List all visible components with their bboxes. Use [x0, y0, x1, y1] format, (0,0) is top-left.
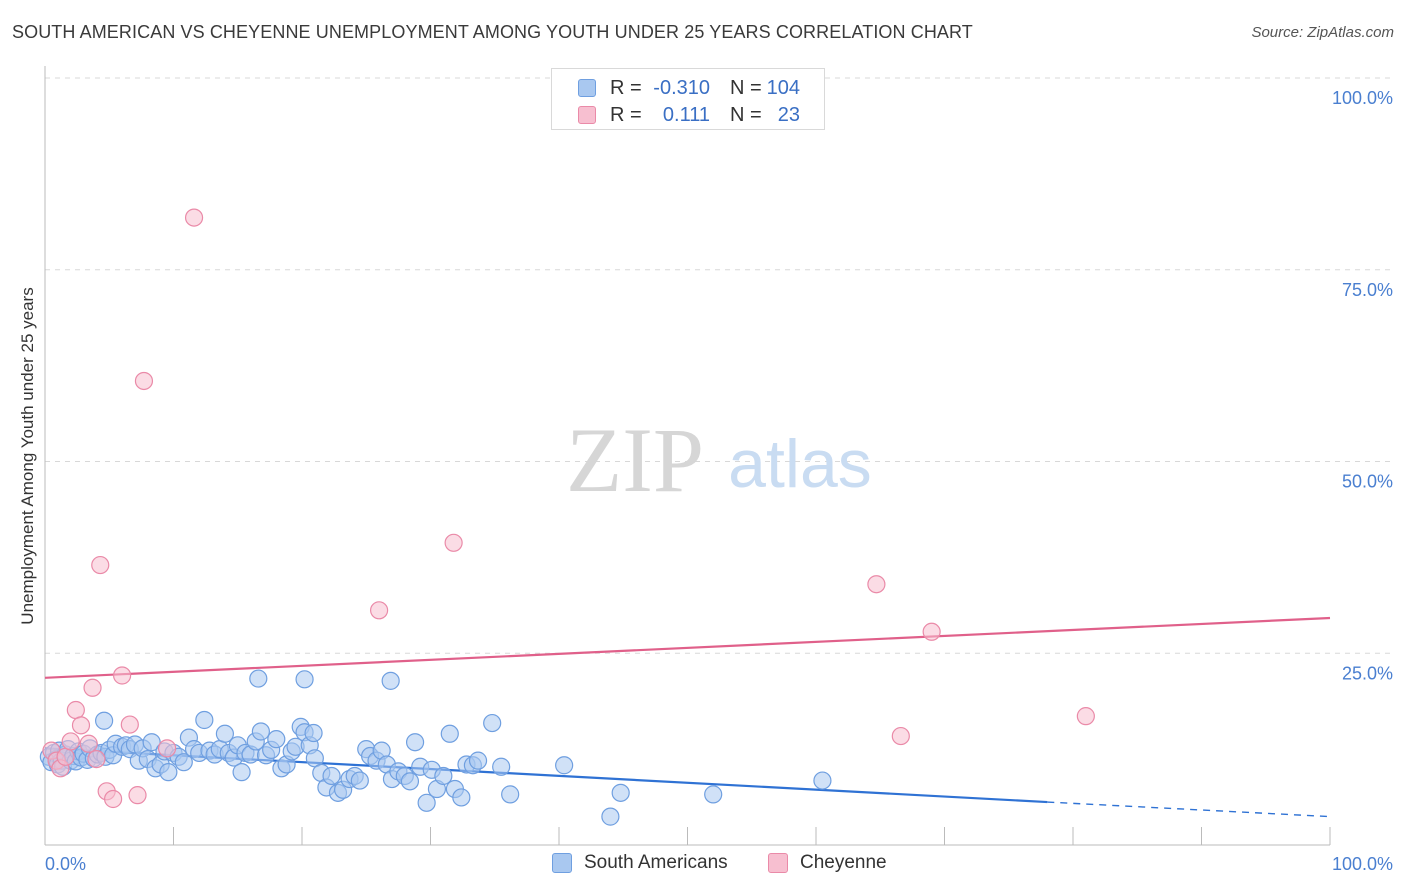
south-american-trend-extension: [1047, 801, 1331, 818]
south-american-point: [468, 751, 488, 770]
grid-lines: [45, 77, 1393, 654]
trend-lines: [44, 616, 1331, 818]
south-american-point: [601, 807, 620, 826]
south-american-point: [555, 756, 574, 775]
cheyenne-point: [79, 734, 98, 753]
tick-labels: 25.0% 50.0% 75.0% 100.0% 0.0% 100.0%: [45, 88, 1393, 874]
cheyenne-point: [134, 371, 154, 391]
south-american-point: [434, 766, 453, 786]
cheyenne-point: [128, 786, 147, 805]
south-american-point: [813, 771, 832, 790]
cheyenne-point: [922, 622, 941, 641]
cheyenne-point: [56, 747, 75, 766]
south-american-point: [304, 723, 323, 743]
n-label: N =: [730, 104, 762, 126]
y-tick-label: 75.0%: [1342, 280, 1393, 300]
n-value: 23: [777, 104, 800, 126]
south-american-point: [704, 785, 723, 804]
r-label: R =: [610, 104, 642, 126]
y-tick-label: 100.0%: [1332, 88, 1393, 108]
legend-label: South Americans: [584, 852, 728, 873]
legend-row-cheyenne: R = 0.111 N = 23: [552, 102, 824, 128]
south-american-point: [249, 669, 268, 688]
cheyenne-point: [157, 739, 177, 758]
y-tick-label: 25.0%: [1342, 663, 1393, 683]
cheyenne-point: [83, 678, 102, 697]
cheyenne-point: [104, 789, 123, 809]
blue-swatch-icon: [552, 853, 572, 873]
south-american-point: [142, 733, 161, 752]
axes: [44, 66, 1331, 846]
south-american-point: [322, 766, 341, 786]
chart-title: SOUTH AMERICAN VS CHEYENNE UNEMPLOYMENT …: [12, 22, 973, 42]
cheyenne-point: [867, 575, 886, 594]
y-axis-label: Unemployment Among Youth under 25 years: [18, 287, 37, 625]
r-value: -0.310: [653, 77, 710, 99]
south-american-point: [267, 730, 286, 749]
watermark: ZIP atlas: [566, 409, 872, 511]
cheyenne-point: [87, 749, 106, 769]
x-tick-label: 100.0%: [1332, 854, 1393, 874]
cheyenne-point: [61, 732, 80, 751]
cheyenne-point: [66, 700, 85, 720]
series-legend: South Americans Cheyenne: [0, 851, 1406, 877]
cheyenne-point: [444, 533, 463, 552]
south-american-point: [232, 763, 251, 782]
source-credit: Source: ZipAtlas.com: [1251, 24, 1394, 41]
n-value: 104: [766, 77, 800, 99]
legend-row-south-americans: R = -0.310 N = 104: [552, 75, 824, 101]
south-american-point: [159, 763, 178, 782]
x-tick-label: 0.0%: [45, 854, 86, 874]
south-american-point: [501, 785, 520, 804]
south-american-point: [215, 724, 234, 743]
cheyenne-trend-line: [44, 616, 1331, 679]
south-american-point: [251, 722, 270, 741]
pink-swatch-icon: [578, 106, 596, 124]
legend-label: Cheyenne: [800, 852, 887, 873]
r-value: 0.111: [662, 104, 710, 126]
south-american-point: [95, 711, 114, 730]
south-american-point: [195, 710, 214, 730]
south-american-point: [417, 793, 436, 812]
cheyenne-point: [370, 601, 389, 620]
y-tick-label: 50.0%: [1342, 472, 1393, 492]
n-label: N =: [730, 77, 762, 99]
south-american-point: [350, 771, 369, 790]
south-american-point: [452, 788, 471, 807]
south-american-point: [381, 671, 400, 690]
data-points: [39, 208, 1095, 826]
correlation-legend: R = -0.310 N = 104 R = 0.111 N = 23: [551, 68, 825, 130]
watermark-zip: ZIP: [566, 409, 704, 511]
south-american-point: [440, 724, 459, 743]
cheyenne-point: [112, 666, 132, 685]
cheyenne-point: [91, 555, 110, 575]
cheyenne-point: [184, 208, 204, 227]
south-american-point: [174, 753, 193, 772]
south-american-point: [492, 757, 511, 776]
cheyenne-point: [120, 715, 139, 734]
cheyenne-point: [891, 726, 910, 746]
south-american-point: [611, 783, 630, 802]
watermark-atlas: atlas: [728, 426, 872, 502]
south-american-point: [483, 713, 502, 733]
south-american-point: [295, 670, 314, 689]
cheyenne-point: [1076, 707, 1095, 726]
cheyenne-point: [71, 716, 91, 735]
blue-swatch-icon: [578, 79, 596, 97]
south-american-point: [400, 772, 420, 791]
r-label: R =: [610, 77, 642, 99]
pink-swatch-icon: [768, 853, 788, 873]
south-american-point: [405, 733, 425, 752]
